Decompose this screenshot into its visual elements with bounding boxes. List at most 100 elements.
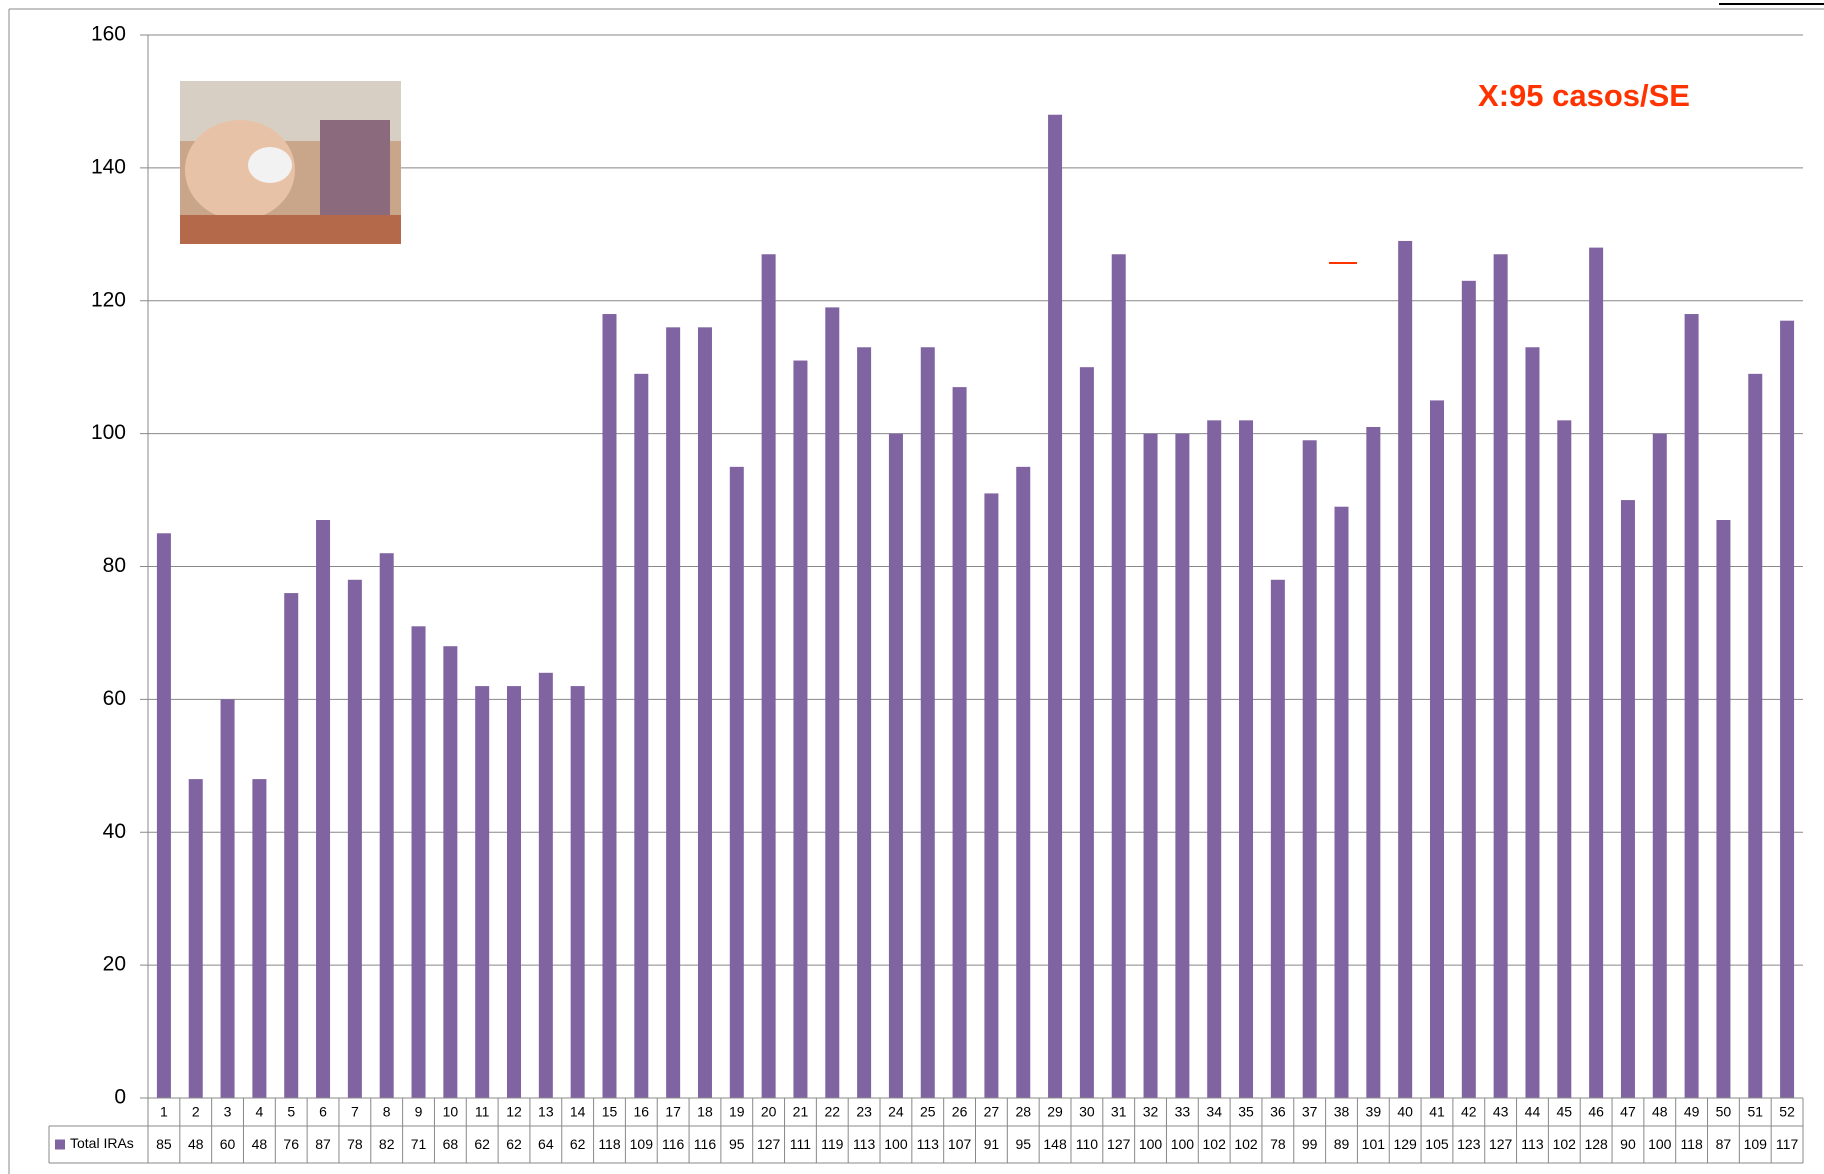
bar [1462, 281, 1476, 1098]
table-value: 100 [884, 1136, 908, 1152]
table-value: 116 [662, 1136, 685, 1152]
x-tick-label: 45 [1557, 1104, 1573, 1120]
bar [634, 374, 648, 1098]
table-value: 102 [1203, 1136, 1227, 1152]
table-value: 127 [1107, 1136, 1131, 1152]
bar [730, 467, 744, 1098]
bar [348, 580, 362, 1098]
bar [1685, 314, 1699, 1098]
x-tick-label: 31 [1111, 1104, 1127, 1120]
table-value: 118 [1680, 1136, 1703, 1152]
table-value: 117 [1776, 1136, 1799, 1152]
x-tick-label: 3 [224, 1104, 232, 1120]
table-value: 76 [283, 1136, 299, 1152]
x-tick-label: 41 [1429, 1104, 1445, 1120]
table-value: 107 [948, 1136, 972, 1152]
x-tick-label: 1 [160, 1104, 168, 1120]
x-tick-label: 36 [1270, 1104, 1286, 1120]
table-value: 91 [984, 1136, 1000, 1152]
table-value: 101 [1362, 1136, 1386, 1152]
x-tick-label: 14 [570, 1104, 586, 1120]
bar [1048, 115, 1062, 1098]
x-tick-label: 32 [1143, 1104, 1159, 1120]
x-tick-label: 23 [856, 1104, 872, 1120]
x-tick-label: 26 [952, 1104, 968, 1120]
x-tick-label: 20 [761, 1104, 777, 1120]
table-value: 85 [156, 1136, 172, 1152]
y-tick-label: 0 [114, 1086, 126, 1109]
table-value: 109 [630, 1136, 654, 1152]
x-tick-label: 19 [729, 1104, 745, 1120]
bar [189, 779, 203, 1098]
table-value: 110 [1076, 1136, 1099, 1152]
bar [1271, 580, 1285, 1098]
table-value: 95 [729, 1136, 745, 1152]
bar [1207, 420, 1221, 1098]
bar [539, 673, 553, 1098]
bar [221, 699, 235, 1098]
x-tick-label: 17 [665, 1104, 681, 1120]
x-tick-label: 16 [634, 1104, 650, 1120]
table-value: 118 [598, 1136, 621, 1152]
y-tick-label: 20 [103, 953, 126, 976]
table-value: 100 [1648, 1136, 1672, 1152]
table-value: 89 [1334, 1136, 1350, 1152]
bar [1398, 241, 1412, 1098]
bar [953, 387, 967, 1098]
x-tick-label: 24 [888, 1104, 904, 1120]
legend-label: Total IRAs [70, 1135, 134, 1151]
x-tick-label: 6 [319, 1104, 327, 1120]
bar [602, 314, 616, 1098]
x-tick-label: 4 [255, 1104, 263, 1120]
bar [1239, 420, 1253, 1098]
table-value: 127 [757, 1136, 781, 1152]
bar [443, 646, 457, 1098]
table-value: 62 [506, 1136, 522, 1152]
bar [475, 686, 489, 1098]
x-tick-label: 46 [1588, 1104, 1604, 1120]
x-tick-label: 21 [793, 1104, 809, 1120]
x-tick-label: 35 [1238, 1104, 1254, 1120]
table-value: 78 [1270, 1136, 1286, 1152]
bar [1430, 400, 1444, 1098]
table-value: 113 [917, 1136, 940, 1152]
x-tick-label: 8 [383, 1104, 391, 1120]
x-tick-label: 47 [1620, 1104, 1636, 1120]
bars [157, 115, 1794, 1098]
x-tick-label: 11 [475, 1104, 490, 1120]
bar [1080, 367, 1094, 1098]
table-value: 87 [315, 1136, 331, 1152]
x-tick-label: 25 [920, 1104, 936, 1120]
x-tick-label: 49 [1684, 1104, 1700, 1120]
bar [571, 686, 585, 1098]
table-value: 111 [790, 1136, 811, 1152]
x-tick-label: 5 [287, 1104, 295, 1120]
x-tick-label: 2 [192, 1104, 200, 1120]
bar [793, 361, 807, 1098]
bar [1112, 254, 1126, 1098]
table-value: 113 [1521, 1136, 1544, 1152]
table-value: 127 [1489, 1136, 1513, 1152]
table-value: 148 [1043, 1136, 1067, 1152]
table-value: 48 [188, 1136, 204, 1152]
x-tick-label: 18 [697, 1104, 713, 1120]
x-tick-label: 9 [415, 1104, 423, 1120]
bar [984, 493, 998, 1098]
x-tick-label: 12 [506, 1104, 522, 1120]
table-value: 82 [379, 1136, 395, 1152]
bar [412, 626, 426, 1098]
table-value: 62 [474, 1136, 490, 1152]
x-tick-label: 51 [1747, 1104, 1763, 1120]
bar [1589, 248, 1603, 1098]
x-tick-label: 39 [1366, 1104, 1382, 1120]
table-value: 128 [1584, 1136, 1608, 1152]
data-table: Total IRAs185248360448576687778882971106… [49, 1098, 1803, 1163]
bar [698, 327, 712, 1098]
bar [1366, 427, 1380, 1098]
x-tick-label: 42 [1461, 1104, 1477, 1120]
bar [1525, 347, 1539, 1098]
bar [1303, 440, 1317, 1098]
table-value: 100 [1171, 1136, 1195, 1152]
annotation: X:95 casos/SE [1478, 78, 1690, 113]
table-value: 123 [1457, 1136, 1481, 1152]
